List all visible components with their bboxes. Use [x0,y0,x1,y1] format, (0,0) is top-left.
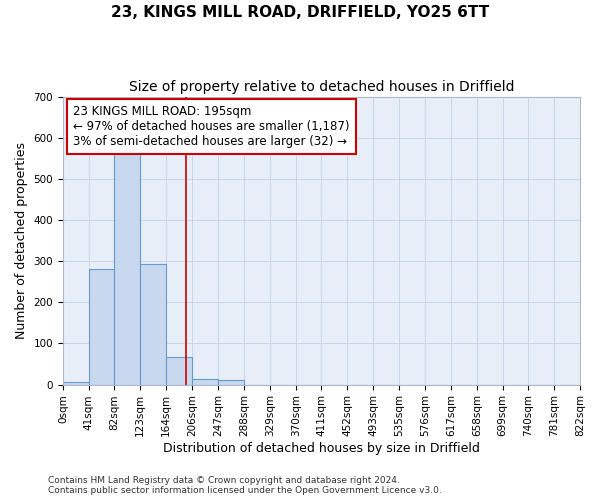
Bar [193,379,218,384]
X-axis label: Distribution of detached houses by size in Driffield: Distribution of detached houses by size … [163,442,480,455]
Title: Size of property relative to detached houses in Driffield: Size of property relative to detached ho… [129,80,514,94]
Bar [89,268,115,384]
Bar [218,380,244,384]
Y-axis label: Number of detached properties: Number of detached properties [15,142,28,339]
Bar [63,382,89,384]
Text: Contains HM Land Registry data © Crown copyright and database right 2024.
Contai: Contains HM Land Registry data © Crown c… [48,476,442,495]
Bar [140,264,166,384]
Bar [166,356,192,384]
Text: 23 KINGS MILL ROAD: 195sqm
← 97% of detached houses are smaller (1,187)
3% of se: 23 KINGS MILL ROAD: 195sqm ← 97% of deta… [73,105,350,148]
Text: 23, KINGS MILL ROAD, DRIFFIELD, YO25 6TT: 23, KINGS MILL ROAD, DRIFFIELD, YO25 6TT [111,5,489,20]
Bar [115,154,140,384]
